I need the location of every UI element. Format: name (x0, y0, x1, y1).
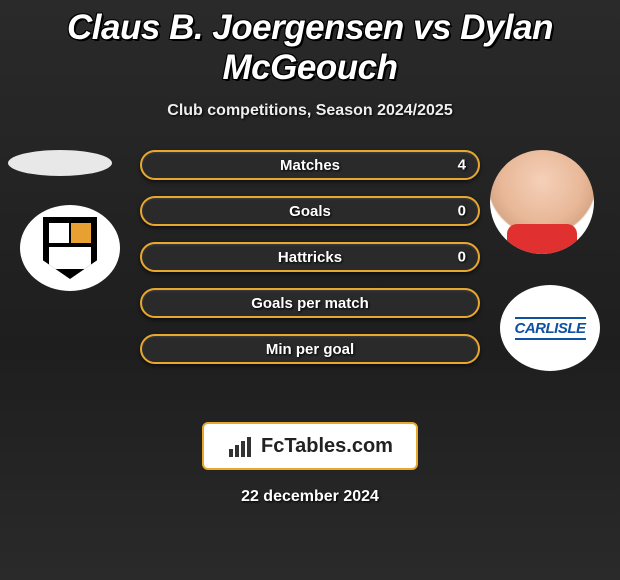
player2-club-crest: CARLISLE (500, 285, 600, 371)
carlisle-logo-text: CARLISLE (515, 317, 586, 340)
stat-label: Hattricks (278, 249, 342, 266)
stat-bar: Goals 0 (140, 196, 480, 226)
stat-bar: Matches 4 (140, 150, 480, 180)
stat-value-p2: 0 (458, 203, 466, 220)
stat-value-p2: 4 (458, 157, 466, 174)
stat-label: Min per goal (266, 341, 354, 358)
snapshot-date: 22 december 2024 (0, 488, 620, 506)
comparison-panel: CARLISLE Matches 4 Goals 0 Hattricks 0 Goals p… (0, 150, 620, 410)
stat-bar: Min per goal (140, 334, 480, 364)
stat-bars: Matches 4 Goals 0 Hattricks 0 Goals per match M… (140, 150, 480, 380)
stat-label: Goals (289, 203, 331, 220)
bar-chart-icon (227, 435, 255, 457)
stat-label: Goals per match (251, 295, 369, 312)
stat-label: Matches (280, 157, 340, 174)
stat-bar: Hattricks 0 (140, 242, 480, 272)
player1-club-crest (20, 205, 120, 291)
fctables-label: FcTables.com (261, 435, 393, 458)
stat-value-p2: 0 (458, 249, 466, 266)
page-title: Claus B. Joergensen vs Dylan McGeouch (0, 0, 620, 88)
shield-icon (43, 217, 97, 279)
player1-avatar (8, 150, 112, 176)
player2-avatar (490, 150, 594, 254)
fctables-badge: FcTables.com (202, 422, 418, 470)
subtitle: Club competitions, Season 2024/2025 (0, 102, 620, 120)
stat-bar: Goals per match (140, 288, 480, 318)
